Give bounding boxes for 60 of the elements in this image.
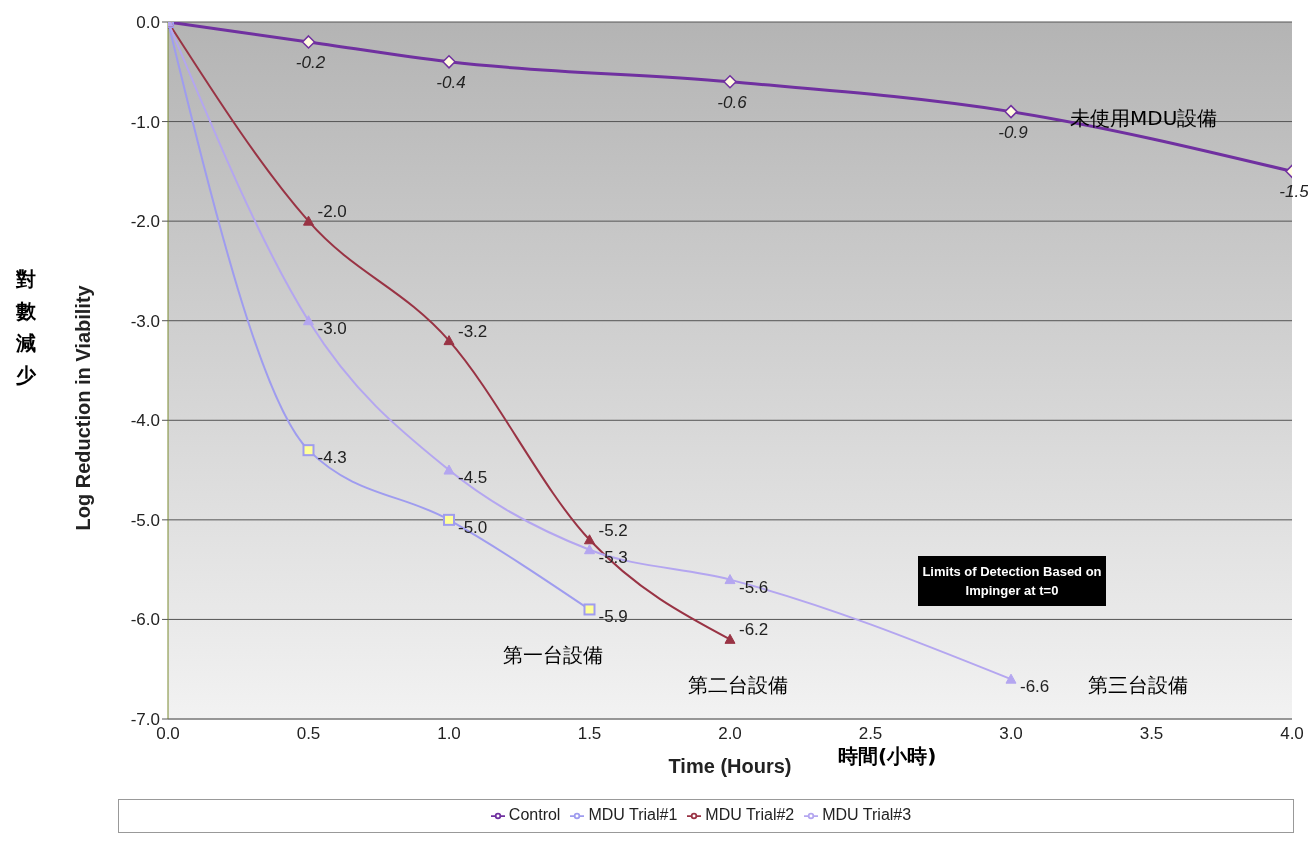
x-tick-label: 2.5 <box>858 724 883 744</box>
data-label: -5.3 <box>598 547 628 567</box>
x-tick-label: 3.5 <box>1139 724 1164 744</box>
x-tick-label: 1.5 <box>577 724 602 744</box>
point <box>724 633 736 644</box>
data-label: -5.0 <box>458 517 488 537</box>
y-tick-label: -5.0 <box>130 510 160 530</box>
data-label: -4.5 <box>458 468 488 488</box>
annotation: Limits of Detection Based on Impinger at t=0 <box>918 556 1106 606</box>
y-tick-label: -3.0 <box>130 311 160 331</box>
x-axis-title: Time (Hours) <box>668 755 792 778</box>
y-tick-label: -4.0 <box>130 411 160 431</box>
x-tick-label: 4.0 <box>1280 724 1304 744</box>
text: 時間(小時) <box>838 743 937 770</box>
x-tick-label: 0.0 <box>156 724 180 744</box>
legend-label: MDU Trial#2 <box>705 806 795 823</box>
data-label: -2.0 <box>317 202 347 222</box>
data-label: -0.6 <box>717 92 748 112</box>
point <box>303 315 314 326</box>
data-label: -3.0 <box>317 318 347 338</box>
annotation: 第三台設備 <box>1088 672 1188 699</box>
legend-label: MDU Trial#3 <box>822 806 912 823</box>
point <box>303 215 314 226</box>
point <box>442 55 456 69</box>
data-label: -1.5 <box>1279 182 1310 202</box>
x-tick-label: 2.0 <box>718 724 742 744</box>
y-tick-label: -1.0 <box>130 112 160 132</box>
x-tick-label: 3.0 <box>999 724 1023 744</box>
y-tick-label: -6.0 <box>130 610 160 630</box>
point <box>443 335 455 346</box>
text: 對數減少 <box>16 266 37 389</box>
point <box>1004 104 1018 119</box>
x-tick-label: 0.5 <box>296 724 321 744</box>
point <box>302 444 315 457</box>
point <box>724 574 736 585</box>
point <box>443 513 455 526</box>
legend-label: MDU Trial#1 <box>588 806 678 823</box>
x-tick-label: 1.0 <box>437 724 461 744</box>
point <box>301 35 316 49</box>
data-label: -0.2 <box>295 52 326 72</box>
data-label: -0.9 <box>998 122 1029 142</box>
point <box>584 534 595 545</box>
point <box>584 544 595 555</box>
data-label: -4.3 <box>317 448 347 468</box>
data-label: -3.2 <box>458 321 488 341</box>
point <box>583 603 596 616</box>
y-tick-label: -2.0 <box>130 212 160 232</box>
y-tick-label: 0.0 <box>136 13 160 33</box>
data-label: -5.6 <box>739 577 769 597</box>
annotation: 第一台設備 <box>503 642 603 669</box>
point <box>723 74 737 89</box>
data-label: -6.6 <box>1020 677 1050 697</box>
data-label: -0.4 <box>436 72 466 92</box>
data-label: -6.2 <box>739 620 769 640</box>
data-label: -5.2 <box>598 520 628 540</box>
y-axis-title: Log Reduction in Viability <box>72 284 95 531</box>
point <box>443 464 455 475</box>
annotation: 第二台設備 <box>688 672 788 699</box>
legend-label: Control <box>508 806 561 823</box>
point <box>1005 673 1017 684</box>
